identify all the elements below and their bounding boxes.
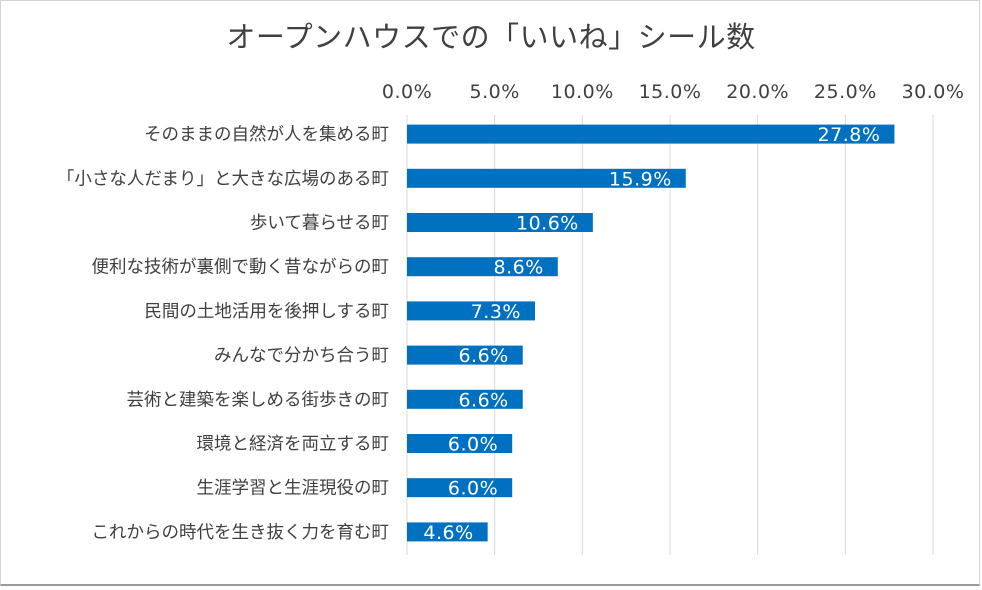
chart-title: オープンハウスでの「いいね」シール数 (226, 20, 756, 54)
category-label: 民間の土地活用を後押しする町 (144, 302, 389, 322)
x-tick-label: 20.0% (726, 81, 789, 103)
x-tick-label: 0.0% (382, 81, 432, 103)
data-label: 15.9% (609, 168, 672, 190)
bar (407, 301, 535, 321)
data-label: 7.3% (471, 301, 521, 323)
bar (407, 213, 593, 232)
bar (407, 389, 523, 409)
x-tick-label: 25.0% (814, 81, 877, 103)
labels: 27.8% そのままの自然が人を集める町 15.9% 「小さな人だまり」と大きな広場の… (57, 124, 881, 544)
category-label: 芸術と建築を楽しめる街歩きの町 (127, 390, 390, 410)
category-label: 便利な技術が裏側で動く昔ながらの町 (92, 257, 390, 278)
axis: 0.0% 5.0% 10.0% 15.0% 20.0% 25.0% 30.0% (382, 81, 965, 555)
category-label: これからの時代を生き抜く力を育む町 (92, 523, 390, 543)
category-label: みんなで分かち合う町 (214, 346, 389, 366)
data-label: 6.6% (458, 389, 508, 411)
category-label: 環境と経済を両立する町 (197, 435, 390, 455)
data-label: 6.0% (448, 478, 498, 500)
bar (407, 345, 523, 365)
category-label: 歩いて暮らせる町 (250, 214, 389, 234)
category-label: そのままの自然が人を集める町 (144, 125, 389, 145)
data-label: 27.8% (818, 124, 881, 146)
bar (407, 124, 895, 144)
data-label: 10.6% (516, 213, 579, 235)
category-label: 「小さな人だまり」と大きな広場のある町 (57, 169, 389, 189)
bar (407, 257, 558, 277)
x-tick-label: 30.0% (902, 81, 965, 103)
data-label: 4.6% (423, 522, 473, 544)
bar (407, 522, 488, 542)
x-tick-label: 15.0% (639, 81, 702, 103)
bar (407, 168, 686, 188)
gridlines (494, 115, 934, 555)
data-label: 6.0% (448, 434, 498, 456)
bars (407, 124, 895, 542)
data-label: 8.6% (494, 257, 544, 279)
bar (407, 434, 513, 453)
category-label: 生涯学習と生涯現役の町 (197, 479, 390, 499)
bar (407, 478, 513, 498)
x-tick-label: 5.0% (470, 81, 520, 103)
data-label: 6.6% (458, 345, 508, 367)
x-tick-label: 10.0% (551, 81, 614, 103)
